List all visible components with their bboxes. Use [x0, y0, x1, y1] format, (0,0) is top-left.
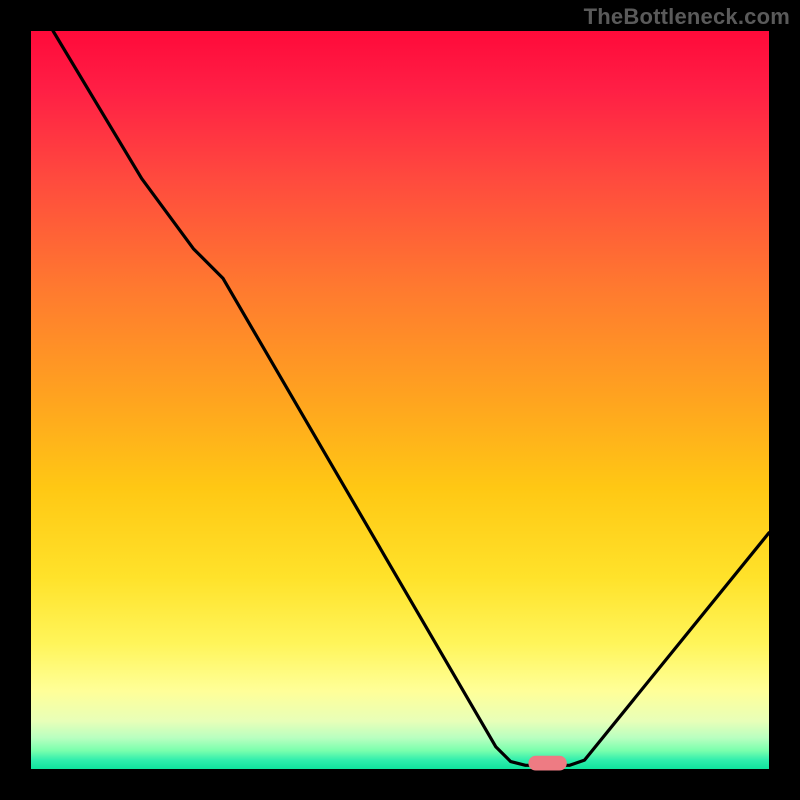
optimal-marker	[528, 756, 566, 771]
watermark-text: TheBottleneck.com	[584, 4, 790, 30]
plot-background	[31, 31, 769, 769]
